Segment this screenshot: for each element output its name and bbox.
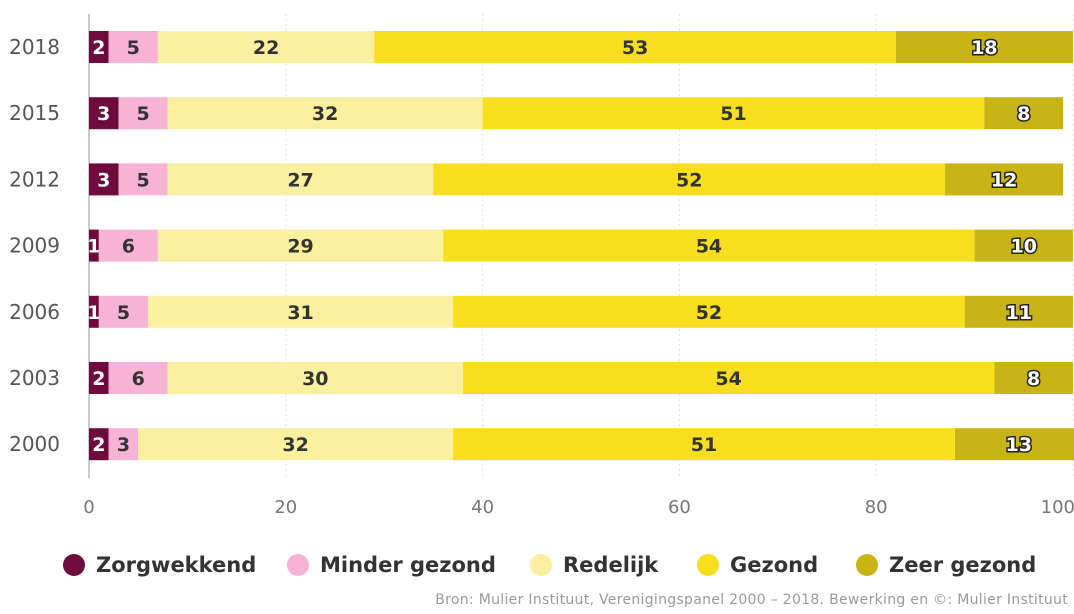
legend-label: Zorgwekkend (96, 553, 256, 577)
data-label: 11 (1006, 302, 1032, 324)
bar-segment (98, 229, 158, 262)
bar-segment (482, 97, 985, 130)
bar-segment (89, 229, 99, 262)
legend-label: Minder gezond (320, 553, 496, 577)
data-label: 5 (117, 302, 130, 324)
bar-segment (157, 31, 375, 63)
bar-segment (462, 362, 995, 394)
x-tick-label: 100 (1041, 497, 1074, 518)
data-label: 8 (1017, 103, 1030, 125)
data-label: 29 (287, 236, 313, 258)
y-tick-label: 2018 (9, 35, 60, 59)
bar-segment (974, 229, 1073, 262)
bar-segment (374, 31, 896, 63)
data-label: 51 (720, 103, 746, 125)
bar-segment (98, 295, 149, 328)
x-tick-label: 80 (865, 497, 888, 518)
data-label: 32 (312, 103, 338, 125)
data-label: 12 (991, 169, 1017, 191)
bar-segment (945, 163, 1064, 196)
y-tick-label: 2009 (9, 234, 60, 258)
bar-segment (895, 31, 1073, 63)
bar-segment (89, 31, 109, 63)
y-tick-label: 2006 (9, 300, 60, 324)
legend: Zorgwekkend Minder gezond Redelijk Gezond Ze… (63, 553, 1036, 577)
data-label: 30 (302, 368, 328, 390)
data-label: 54 (696, 236, 722, 258)
bar-segment (89, 97, 119, 130)
y-axis-labels: 2018 2015 2012 2009 2006 2003 2000 (9, 35, 60, 456)
bar-segment (148, 295, 454, 328)
bar-segment (89, 295, 99, 328)
bars: 2 5 22 53 183 5 32 51 83 5 27 52 121 6 29 54 101 5 31 52 112… (87, 31, 1074, 461)
bar-segment (984, 97, 1064, 130)
bar-segment (157, 229, 444, 262)
data-label: 51 (691, 434, 717, 456)
legend-marker (287, 554, 309, 576)
data-label: 6 (122, 236, 135, 258)
data-label: 5 (127, 37, 140, 59)
data-label: 22 (253, 37, 279, 59)
data-label: 54 (715, 368, 741, 390)
x-tick-label: 40 (471, 497, 494, 518)
bar-segment (89, 163, 119, 196)
y-tick-label: 2003 (9, 366, 60, 390)
data-label: 1 (87, 302, 100, 324)
x-tick-label: 0 (83, 497, 94, 518)
data-label: 31 (287, 302, 313, 324)
data-label: 3 (97, 103, 110, 125)
data-label: 6 (132, 368, 145, 390)
bar-segment (167, 163, 434, 196)
legend-marker (530, 554, 552, 576)
y-tick-label: 2015 (9, 101, 60, 125)
bar-segment (108, 362, 168, 394)
bar-segment (954, 428, 1074, 461)
bar-segment (118, 97, 168, 130)
data-label: 5 (137, 103, 150, 125)
data-label: 52 (676, 169, 702, 191)
legend-marker (856, 554, 878, 576)
data-label: 8 (1027, 368, 1040, 390)
x-axis-labels: 0 20 40 60 80 100 (83, 497, 1074, 518)
bar-segment (118, 163, 168, 196)
legend-marker (63, 554, 85, 576)
data-label: 18 (971, 37, 997, 59)
legend-label: Redelijk (563, 553, 659, 577)
bar-segment (89, 362, 109, 394)
bar-segment (433, 163, 946, 196)
data-label: 1 (87, 236, 100, 258)
data-label: 52 (696, 302, 722, 324)
x-tick-label: 20 (274, 497, 297, 518)
data-label: 32 (282, 434, 308, 456)
x-tick-label: 60 (668, 497, 691, 518)
source-note: Bron: Mulier Instituut, Verenigingspanel… (435, 592, 1068, 608)
bar-segment (108, 31, 158, 63)
legend-label: Zeer gezond (889, 553, 1036, 577)
legend-marker (697, 554, 719, 576)
bar-segment (138, 428, 454, 461)
bar-segment (167, 362, 463, 394)
data-label: 53 (622, 37, 648, 59)
data-label: 5 (137, 169, 150, 191)
bar-segment (453, 295, 965, 328)
y-tick-label: 2000 (9, 432, 60, 456)
legend-label: Gezond (730, 553, 818, 577)
bar-segment (89, 428, 109, 461)
bar-segment (994, 362, 1073, 394)
data-label: 2 (92, 434, 105, 456)
bar-segment (453, 428, 955, 461)
bar-segment (964, 295, 1073, 328)
data-label: 27 (287, 169, 313, 191)
data-label: 3 (117, 434, 130, 456)
data-label: 3 (97, 169, 110, 191)
data-label: 2 (92, 368, 105, 390)
y-tick-label: 2012 (9, 167, 60, 191)
data-label: 10 (1011, 236, 1037, 258)
bar-segment (167, 97, 483, 130)
data-label: 2 (92, 37, 105, 59)
bar-segment (108, 428, 139, 461)
data-label: 13 (1006, 434, 1032, 456)
bar-segment (443, 229, 975, 262)
